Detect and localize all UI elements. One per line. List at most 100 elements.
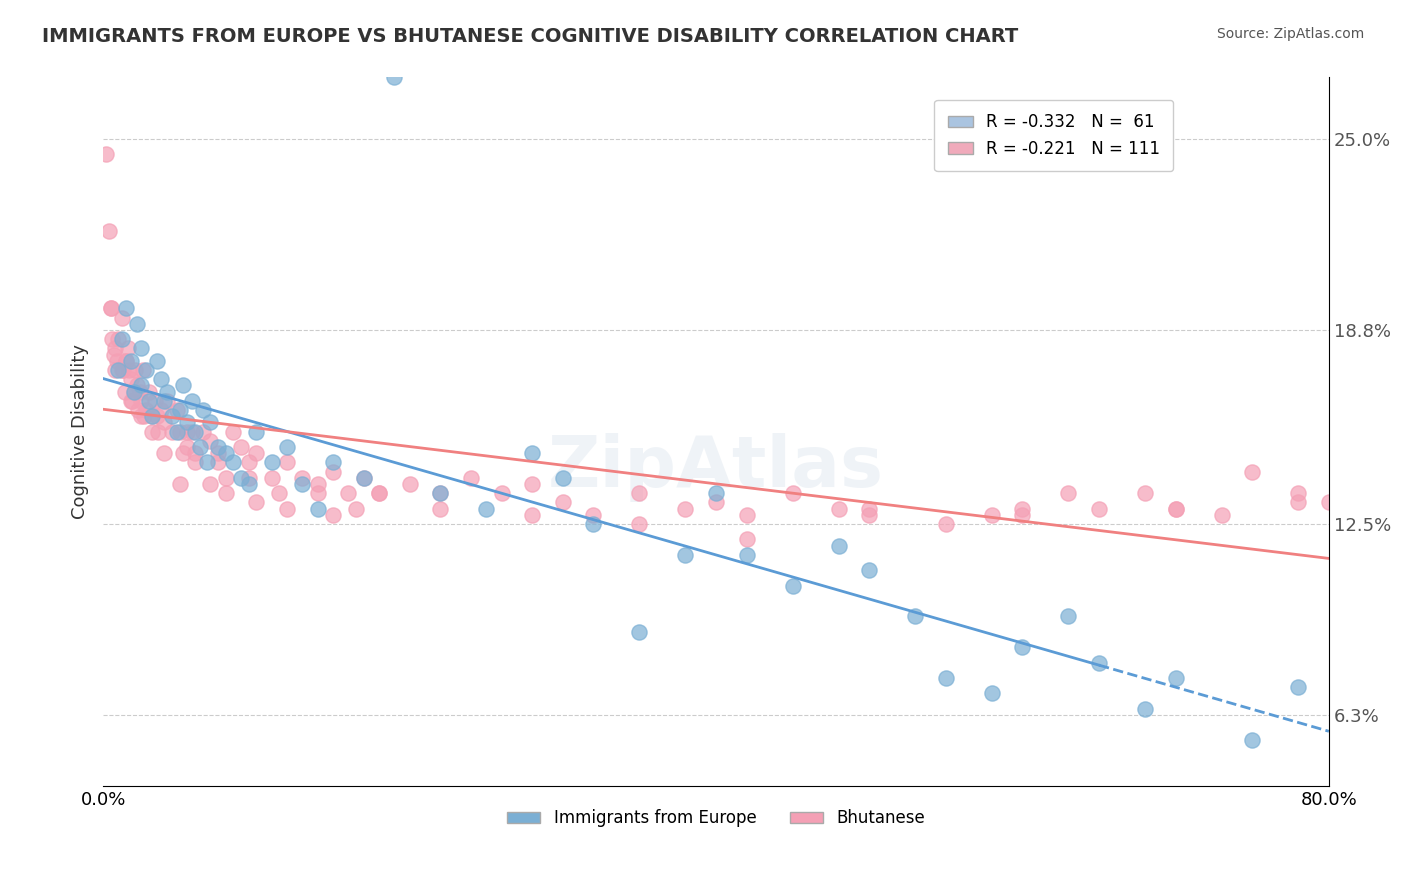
Point (131, 409, 153, 424)
Point (129, 384, 152, 399)
Point (935, 671, 957, 685)
Point (827, 501, 849, 516)
Point (858, 501, 880, 516)
Point (245, 425, 267, 439)
Point (782, 486, 804, 500)
Point (184, 455, 207, 469)
Point (207, 455, 229, 469)
Point (322, 465, 344, 479)
Point (673, 501, 696, 516)
Point (138, 384, 160, 399)
Point (120, 393, 142, 408)
Point (153, 393, 176, 408)
Point (101, 332, 124, 346)
Point (125, 317, 148, 331)
Point (551, 495, 574, 509)
Point (628, 486, 651, 500)
Point (276, 501, 298, 516)
Text: ZipAtlas: ZipAtlas (548, 433, 884, 501)
Point (215, 446, 238, 460)
Point (150, 372, 173, 386)
Point (904, 609, 927, 624)
Point (124, 363, 146, 377)
Point (207, 446, 229, 460)
Point (195, 455, 218, 469)
Point (1164, 501, 1187, 516)
Point (135, 363, 157, 377)
Point (704, 486, 727, 500)
Point (222, 425, 245, 439)
Point (105, 353, 128, 368)
Point (160, 425, 183, 439)
Point (134, 409, 156, 424)
Point (980, 686, 1002, 700)
Point (200, 477, 222, 491)
Point (143, 393, 166, 408)
Point (344, 501, 367, 516)
Point (115, 353, 138, 368)
Point (1133, 486, 1156, 500)
Point (1286, 486, 1309, 500)
Point (115, 353, 138, 368)
Point (169, 477, 191, 491)
Point (628, 516, 651, 531)
Point (100, 301, 122, 316)
Point (229, 440, 252, 454)
Point (156, 393, 179, 408)
Point (222, 455, 245, 469)
Point (276, 440, 298, 454)
Point (1317, 495, 1340, 509)
Point (169, 403, 191, 417)
Point (827, 539, 849, 553)
Point (735, 548, 758, 562)
Point (1088, 501, 1111, 516)
Point (307, 477, 329, 491)
Point (245, 446, 267, 460)
Point (132, 363, 155, 377)
Point (96, 147, 118, 161)
Point (176, 425, 198, 439)
Point (291, 477, 314, 491)
Point (337, 486, 360, 500)
Point (200, 416, 222, 430)
Point (184, 425, 207, 439)
Point (368, 486, 391, 500)
Point (181, 393, 204, 408)
Point (276, 455, 298, 469)
Point (475, 501, 498, 516)
Point (141, 409, 163, 424)
Point (1286, 680, 1309, 694)
Point (1211, 508, 1233, 522)
Point (673, 548, 696, 562)
Point (200, 434, 222, 448)
Point (138, 393, 160, 408)
Point (184, 446, 207, 460)
Point (429, 486, 451, 500)
Point (166, 425, 188, 439)
Point (125, 378, 148, 392)
Point (120, 372, 142, 386)
Point (1057, 486, 1080, 500)
Point (131, 378, 153, 392)
Point (260, 471, 283, 485)
Point (181, 425, 204, 439)
Point (322, 508, 344, 522)
Text: Source: ZipAtlas.com: Source: ZipAtlas.com (1216, 27, 1364, 41)
Point (148, 425, 170, 439)
Point (1286, 495, 1309, 509)
Point (1011, 640, 1033, 655)
Point (782, 579, 804, 593)
Point (368, 486, 391, 500)
Point (269, 486, 291, 500)
Point (307, 501, 329, 516)
Point (551, 471, 574, 485)
Point (145, 353, 167, 368)
Point (1011, 508, 1033, 522)
Point (141, 425, 163, 439)
Point (1164, 671, 1187, 685)
Point (520, 446, 543, 460)
Point (115, 301, 138, 316)
Point (353, 471, 375, 485)
Point (191, 403, 214, 417)
Point (153, 416, 176, 430)
